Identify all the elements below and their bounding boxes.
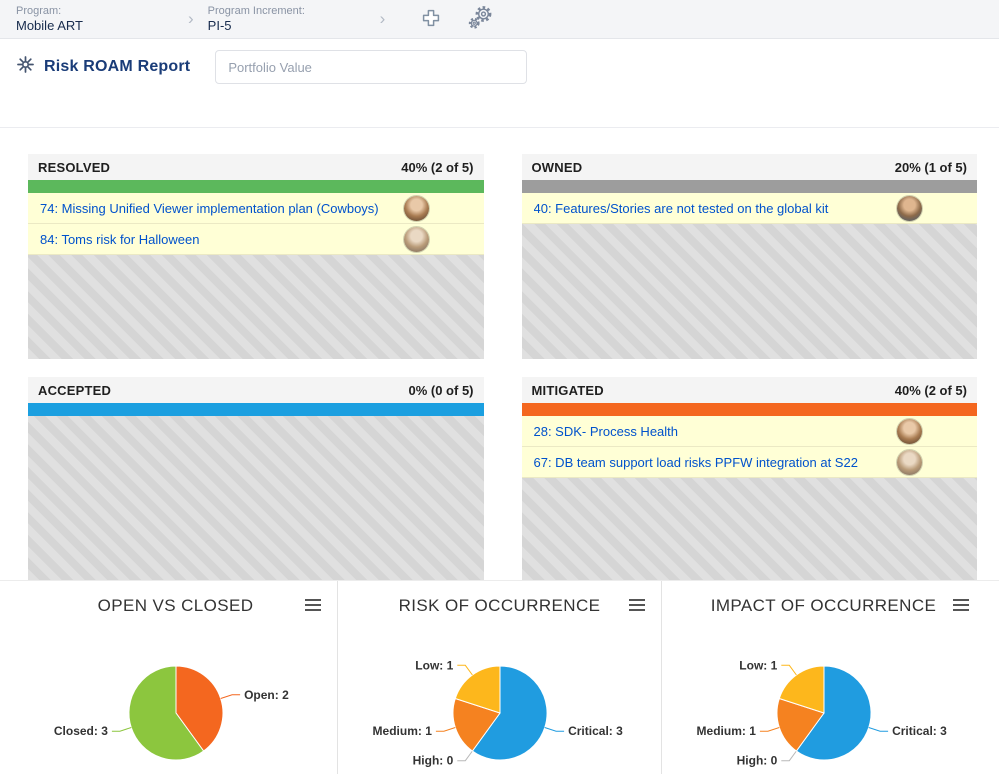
quadrant-mitigated: MITIGATED 40% (2 of 5) 28: SDK- Process …	[521, 377, 977, 580]
risk-item-list: 74: Missing Unified Viewer implementatio…	[28, 193, 484, 255]
quadrant-header: MITIGATED 40% (2 of 5)	[521, 377, 977, 403]
pie-data-label: High: 0	[413, 754, 454, 768]
chart-open-vs-closed: OPEN VS CLOSED Open: 2 Closed: 3	[14, 581, 337, 774]
pie-data-label: Medium: 1	[373, 724, 433, 738]
quadrant-header: OWNED 20% (1 of 5)	[521, 154, 977, 180]
quadrant-resolved: RESOLVED 40% (2 of 5) 74: Missing Unifie…	[28, 154, 484, 359]
quadrant-header: RESOLVED 40% (2 of 5)	[28, 154, 484, 180]
risk-item-list: 28: SDK- Process Health 67: DB team suppo…	[521, 416, 977, 478]
chart-impact-of-occurrence: IMPACT OF OCCURRENCE Critical: 3 High: 0 M…	[661, 581, 985, 774]
quadrant-title: MITIGATED	[531, 382, 604, 398]
chart-risk-of-occurrence: RISK OF OCCURRENCE Critical: 3 High: 0 Med…	[337, 581, 661, 774]
pie-data-label: Low: 1	[739, 658, 777, 672]
quadrant-owned: OWNED 20% (1 of 5) 40: Features/Stories …	[521, 154, 977, 359]
header-divider	[0, 95, 999, 128]
chart-menu-icon[interactable]	[305, 599, 321, 611]
quadrant-title: ACCEPTED	[38, 382, 112, 398]
risk-item-link[interactable]: 28: SDK- Process Health	[533, 423, 679, 439]
pie-label-connector	[457, 750, 473, 762]
pie-slice-low[interactable]	[454, 665, 501, 714]
quadrant-progress-bar	[28, 403, 484, 416]
chart-title: RISK OF OCCURRENCE	[398, 596, 601, 615]
quadrant-header: ACCEPTED 0% (0 of 5)	[28, 377, 484, 403]
risk-item-link[interactable]: 40: Features/Stories are not tested on t…	[533, 200, 829, 216]
program-increment-name[interactable]: PI-5	[207, 18, 232, 33]
chart-menu-icon[interactable]	[629, 599, 645, 611]
chart-title: OPEN VS CLOSED	[97, 596, 254, 615]
pie-data-label: Low: 1	[415, 658, 453, 672]
risk-item-row: 74: Missing Unified Viewer implementatio…	[28, 193, 484, 224]
risk-item-link[interactable]: 84: Toms risk for Halloween	[40, 231, 200, 247]
quadrant-title: OWNED	[531, 159, 583, 175]
quadrant-progress-bar	[28, 180, 484, 193]
quadrant-progress-bar	[521, 180, 977, 193]
pie-data-label: Critical: 3	[892, 724, 947, 738]
avatar[interactable]	[897, 195, 922, 221]
program-name[interactable]: Mobile ART	[16, 18, 83, 33]
quadrant-empty-area	[28, 416, 484, 580]
quadrant-progress-bar	[521, 403, 977, 416]
add-button[interactable]	[421, 8, 441, 31]
gears-icon	[467, 4, 494, 34]
quadrant-accepted: ACCEPTED 0% (0 of 5)	[28, 377, 484, 580]
pie-label-connector	[759, 727, 780, 732]
risk-item-list: 40: Features/Stories are not tested on t…	[521, 193, 977, 224]
risk-item-row: 40: Features/Stories are not tested on t…	[521, 193, 977, 224]
pie-label-connector	[781, 664, 797, 676]
pie-slice-medium[interactable]	[776, 697, 825, 752]
program-breadcrumb[interactable]: Program: Mobile ART	[16, 5, 174, 33]
pie-slice-open[interactable]	[175, 665, 224, 752]
pie-chart: Critical: 3 High: 0 Medium: 1 Low: 1	[697, 658, 948, 768]
pie-label-connector	[457, 664, 473, 676]
pie-data-label: Medium: 1	[697, 724, 757, 738]
quadrant-stat: 0% (0 of 5)	[408, 382, 474, 398]
risk-item-link[interactable]: 74: Missing Unified Viewer implementatio…	[40, 200, 379, 216]
quadrant-stat: 40% (2 of 5)	[401, 159, 474, 175]
risk-item-row: 28: SDK- Process Health	[521, 416, 977, 447]
chart-menu-icon[interactable]	[953, 599, 969, 611]
top-bar: Program: Mobile ART › Program Increment:…	[0, 0, 999, 39]
pie-data-label: Critical: 3	[568, 724, 623, 738]
chart-title: IMPACT OF OCCURRENCE	[710, 596, 937, 615]
pie-label-connector	[220, 694, 241, 699]
quadrant-empty-area	[521, 478, 977, 580]
pie-label-connector	[868, 727, 889, 732]
quadrant-stat: 20% (1 of 5)	[894, 159, 967, 175]
pie-data-label: High: 0	[737, 754, 778, 768]
avatar[interactable]	[897, 418, 922, 444]
avatar[interactable]	[897, 449, 922, 475]
plus-icon	[421, 8, 441, 31]
program-label: Program:	[16, 5, 62, 17]
avatar[interactable]	[403, 226, 429, 252]
flower-icon	[16, 55, 35, 79]
chevron-right-icon: ›	[379, 9, 386, 28]
pie-slice-medium[interactable]	[452, 697, 501, 752]
pie-chart: Critical: 3 High: 0 Medium: 1 Low: 1	[373, 658, 624, 768]
report-header: Risk ROAM Report	[0, 39, 999, 95]
roam-board: RESOLVED 40% (2 of 5) 74: Missing Unifie…	[0, 128, 999, 580]
program-increment-label: Program Increment:	[207, 5, 305, 17]
pie-slice-low[interactable]	[778, 665, 825, 714]
quadrant-title: RESOLVED	[38, 159, 111, 175]
risk-item-row: 67: DB team support load risks PPFW inte…	[521, 447, 977, 478]
chevron-right-icon: ›	[188, 9, 194, 28]
program-increment-breadcrumb[interactable]: Program Increment: PI-5	[208, 5, 366, 33]
pie-label-connector	[544, 727, 565, 732]
risk-item-link[interactable]: 67: DB team support load risks PPFW inte…	[533, 454, 858, 470]
quadrant-empty-area	[28, 255, 484, 359]
quadrant-stat: 40% (2 of 5)	[894, 382, 967, 398]
settings-button[interactable]	[467, 4, 494, 34]
pie-label-connector	[111, 727, 132, 732]
quadrant-empty-area	[521, 224, 977, 359]
charts-row: OPEN VS CLOSED Open: 2 Closed: 3 RISK OF …	[0, 580, 999, 774]
avatar[interactable]	[403, 195, 429, 221]
risk-item-row: 84: Toms risk for Halloween	[28, 224, 484, 255]
pie-chart: Open: 2 Closed: 3	[54, 665, 289, 761]
pie-label-connector	[435, 727, 456, 732]
page-title: Risk ROAM Report	[44, 58, 191, 75]
portfolio-value-input[interactable]	[215, 50, 528, 84]
pie-label-connector	[781, 750, 797, 762]
pie-data-label: Open: 2	[244, 688, 289, 702]
pie-data-label: Closed: 3	[54, 724, 108, 738]
